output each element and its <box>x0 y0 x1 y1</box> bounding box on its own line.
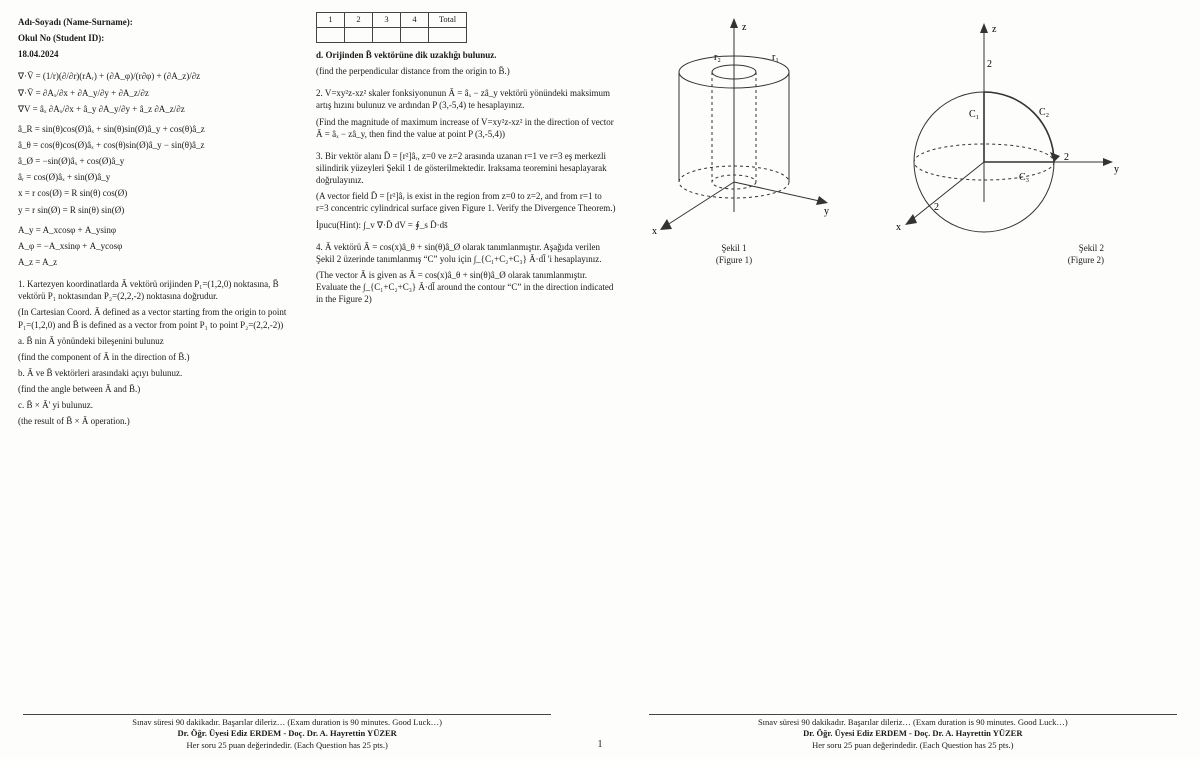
formula-block: ∇·V̄ = (1/r)(∂/∂r)(rAᵣ) + (∂A_φ)/(r∂φ) +… <box>18 70 298 268</box>
q2-en: (Find the magnitude of maximum increase … <box>316 116 616 140</box>
q1a-en: (find the component of Ā in the directio… <box>18 351 298 363</box>
footer-line2r: Dr. Öğr. Üyesi Ediz ERDEM - Doç. Dr. A. … <box>649 728 1177 739</box>
footer-line1: Sınav süresi 90 dakikadır. Başarılar dil… <box>23 717 551 728</box>
score-col: 3 <box>373 13 401 28</box>
formula: y = r sin(Ø) = R sin(θ) sin(Ø) <box>18 204 298 216</box>
axis-y2: y <box>1114 164 1119 175</box>
footer-right: Sınav süresi 90 dakikadır. Başarılar dil… <box>649 710 1177 751</box>
q4-tr: 4. Ā vektörü Ā = cos(x)â_θ + sin(θ)â_Ø o… <box>316 241 616 265</box>
val2: 2 <box>1064 152 1069 163</box>
q1b-en: (find the angle between Ā and B̄.) <box>18 383 298 395</box>
q3-hint: İpucu(Hint): ∫_v ∇·D̄ dV = ∮_s D̄·ds̄ <box>316 219 616 231</box>
val1: 2 <box>987 59 992 70</box>
q3-en: (A vector field D̄ = [r²]âᵣ is exist in … <box>316 190 616 214</box>
footer-rule <box>649 714 1177 715</box>
qd-en: (find the perpendicular distance from th… <box>316 65 616 77</box>
fig2-tr: Şekil 2 <box>874 242 1134 254</box>
axis-y: y <box>824 206 829 217</box>
score-cell <box>317 28 345 43</box>
formula: x = r cos(Ø) = R sin(θ) cos(Ø) <box>18 187 298 199</box>
score-col: 4 <box>401 13 429 28</box>
exam-date: 18.04.2024 <box>18 48 298 60</box>
score-table: 1 2 3 4 Total <box>316 12 467 43</box>
figure-1: z y x r₂ <box>634 12 834 266</box>
q2-tr: 2. V=xy²z-xz² skaler fonksiyonunun Ā = â… <box>316 87 616 111</box>
page-number: 1 <box>597 738 602 752</box>
score-cell <box>429 28 467 43</box>
figure-2: z y x C₁ C₂ <box>874 12 1134 266</box>
c1-label: C₁ <box>969 109 979 120</box>
qd-tr: d. Orijinden B̄ vektörüne dik uzaklığı b… <box>316 49 616 61</box>
score-cell <box>373 28 401 43</box>
score-col: Total <box>429 13 467 28</box>
c3-label: C₃ <box>1019 172 1029 183</box>
exam-page: Adı-Soyadı (Name-Surname): Okul No (Stud… <box>18 12 1182 432</box>
id-label: Okul No (Student ID): <box>18 32 298 44</box>
q1c-tr: c. B̄ × Ā' yi bulunuz. <box>18 399 298 411</box>
cylinder-svg: z y x r₂ <box>634 12 834 242</box>
score-col: 1 <box>317 13 345 28</box>
q1a-tr: a. B̄ nin Ā yönündeki bileşenini bulunuz <box>18 335 298 347</box>
q1c-en: (the result of B̄ × Ā operation.) <box>18 415 298 427</box>
name-label: Adı-Soyadı (Name-Surname): <box>18 16 298 28</box>
score-cell <box>401 28 429 43</box>
formula: âᵣ = cos(Ø)âₓ + sin(Ø)â_y <box>18 171 298 183</box>
axis-z2: z <box>992 24 997 35</box>
formula: â_θ = cos(θ)cos(Ø)âₓ + cos(θ)sin(Ø)â_y −… <box>18 139 298 151</box>
val3: 2 <box>934 202 939 213</box>
q1-en: (In Cartesian Coord. Ā defined as a vect… <box>18 306 298 330</box>
formula: â_Ø = −sin(Ø)âₓ + cos(Ø)â_y <box>18 155 298 167</box>
q4-en: (The vector Ā is given as Ā = cos(x)â_θ … <box>316 269 616 305</box>
student-header: Adı-Soyadı (Name-Surname): Okul No (Stud… <box>18 16 298 60</box>
formula: A_φ = −A_xsinφ + A_ycosφ <box>18 240 298 252</box>
fig1-en: (Figure 1) <box>634 254 834 266</box>
q1b-tr: b. Ā ve B̄ vektörleri arasındaki açıyı b… <box>18 367 298 379</box>
footer-line3: Her soru 25 puan değerindedir. (Each Que… <box>23 740 551 751</box>
footer-left: Sınav süresi 90 dakikadır. Başarılar dil… <box>23 710 551 751</box>
formula: ∇·V̄ = ∂Aₓ/∂x + ∂A_y/∂y + ∂A_z/∂z <box>18 87 298 99</box>
figures-column: z y x r₂ <box>634 12 1194 432</box>
axis-x2: x <box>896 222 901 233</box>
footer: Sınav süresi 90 dakikadır. Başarılar dil… <box>0 710 1200 751</box>
footer-line2: Dr. Öğr. Üyesi Ediz ERDEM - Doç. Dr. A. … <box>23 728 551 739</box>
formula: ∇V = âₓ ∂Aₓ/∂x + â_y ∂A_y/∂y + â_z ∂A_z/… <box>18 103 298 115</box>
c2-label: C₂ <box>1039 107 1049 118</box>
left-column: Adı-Soyadı (Name-Surname): Okul No (Stud… <box>18 12 298 432</box>
score-col: 2 <box>345 13 373 28</box>
footer-line1r: Sınav süresi 90 dakikadır. Başarılar dil… <box>649 717 1177 728</box>
footer-rule <box>23 714 551 715</box>
r2-label: r₂ <box>714 52 721 63</box>
axis-z: z <box>742 22 747 33</box>
footer-line3r: Her soru 25 puan değerindedir. (Each Que… <box>649 740 1177 751</box>
formula: ∇·V̄ = (1/r)(∂/∂r)(rAᵣ) + (∂A_φ)/(r∂φ) +… <box>18 70 298 82</box>
r1-label: r₁ <box>772 52 779 63</box>
q3-tr: 3. Bir vektör alanı D̄ = [r²]âᵣ, z=0 ve … <box>316 150 616 186</box>
formula: A_z = A_z <box>18 256 298 268</box>
fig1-tr: Şekil 1 <box>634 242 834 254</box>
fig2-en: (Figure 2) <box>874 254 1134 266</box>
q1-text: 1. Kartezyen koordinatlarda Ā vektörü or… <box>18 278 298 302</box>
axis-x: x <box>652 226 657 237</box>
score-cell <box>345 28 373 43</box>
sphere-svg: z y x C₁ C₂ <box>874 12 1134 242</box>
formula: A_y = A_xcosφ + A_ysinφ <box>18 224 298 236</box>
middle-column: 1 2 3 4 Total d. Orijinden B̄ vektörüne … <box>316 12 616 432</box>
formula: â_R = sin(θ)cos(Ø)âₓ + sin(θ)sin(Ø)â_y +… <box>18 123 298 135</box>
